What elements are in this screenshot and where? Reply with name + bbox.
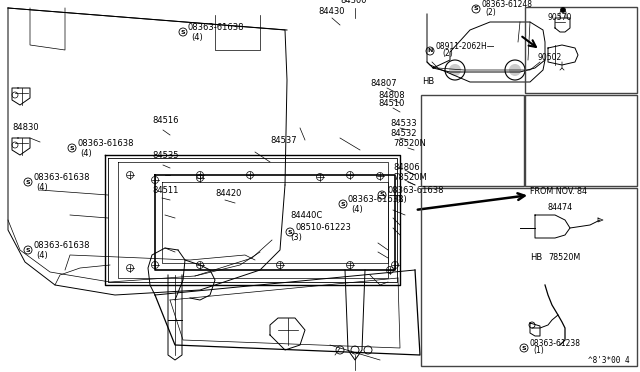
Text: (4): (4) [351,205,363,214]
Text: 08363-61238: 08363-61238 [529,339,580,348]
Text: S: S [26,180,30,185]
Text: 08363-61638: 08363-61638 [348,195,404,204]
Text: 78520N: 78520N [393,139,426,148]
Text: 84806: 84806 [393,163,420,172]
Text: 90570: 90570 [548,13,572,22]
Text: 08911-2062H—: 08911-2062H— [435,42,494,51]
Text: (1): (1) [395,195,407,204]
Text: S: S [26,247,30,253]
Text: ^8'3*00 4: ^8'3*00 4 [588,356,630,365]
Text: (4): (4) [36,183,48,192]
Text: S: S [380,192,384,198]
Text: 84510: 84510 [378,99,404,108]
Circle shape [449,64,461,76]
Bar [525,7,637,93]
Text: 84808: 84808 [378,91,404,100]
Text: 08363-61638: 08363-61638 [188,23,244,32]
Text: N: N [428,48,433,54]
Text: 84532: 84532 [390,129,417,138]
Text: 84511: 84511 [152,186,179,195]
Text: 08363-61248: 08363-61248 [481,0,532,9]
Text: 84830: 84830 [12,123,38,132]
Text: 78520M: 78520M [548,253,580,262]
Text: 08510-61223: 08510-61223 [295,223,351,232]
Text: S: S [474,6,478,12]
Bar [525,95,637,186]
Text: S: S [288,230,292,234]
Text: (4): (4) [191,33,203,42]
Text: 08363-61638: 08363-61638 [387,186,444,195]
Circle shape [561,7,566,13]
Text: (3): (3) [290,233,302,242]
Text: 08363-61638: 08363-61638 [77,139,134,148]
Text: 84440C: 84440C [290,211,323,220]
Text: 08363-61638: 08363-61638 [33,241,90,250]
Text: 84807: 84807 [370,79,397,88]
Text: (2): (2) [442,49,452,58]
Text: 84535: 84535 [152,151,179,160]
Text: 78520M: 78520M [393,173,427,182]
Text: 84430: 84430 [318,7,344,16]
Text: 90502: 90502 [537,53,561,62]
Text: 84516: 84516 [152,116,179,125]
Text: (4): (4) [80,149,92,158]
Bar [421,188,637,366]
Text: S: S [340,202,346,206]
Text: (4): (4) [36,251,48,260]
Text: FROM NOV.'84: FROM NOV.'84 [530,187,587,196]
Text: (1): (1) [533,346,544,355]
Text: 84537: 84537 [270,136,296,145]
Text: 84420: 84420 [215,189,241,198]
Bar [421,95,524,186]
Circle shape [509,64,521,76]
Text: 08363-61638: 08363-61638 [33,173,90,182]
Text: S: S [180,29,186,35]
Text: S: S [70,145,74,151]
Text: S: S [522,346,526,350]
Text: (2): (2) [485,8,496,17]
Text: HB: HB [530,253,542,262]
Text: 84300: 84300 [340,0,367,5]
Text: 84533: 84533 [390,119,417,128]
Text: 84474: 84474 [548,203,573,212]
Text: HB: HB [422,77,435,86]
